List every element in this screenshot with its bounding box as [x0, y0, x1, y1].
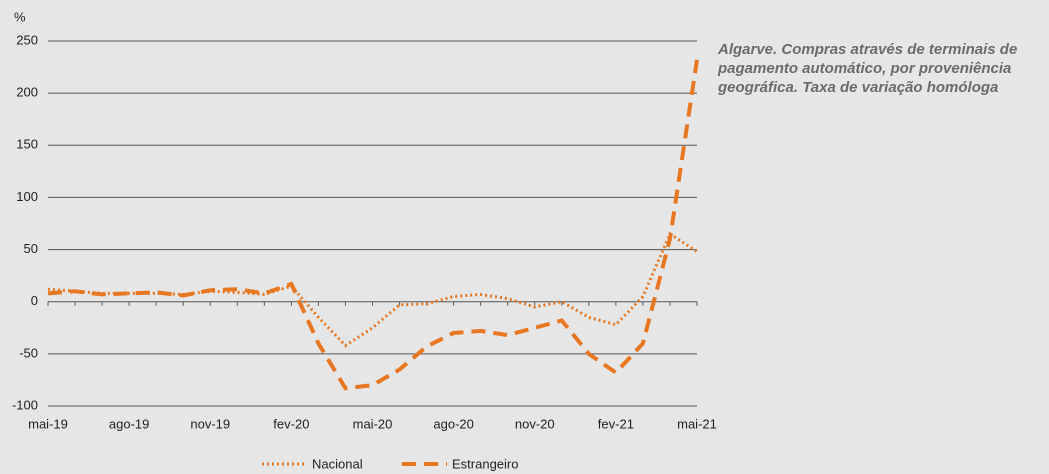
y-tick-label: 100	[16, 189, 38, 204]
legend-label: Estrangeiro	[452, 456, 518, 471]
legend-label: Nacional	[312, 456, 363, 471]
y-tick-label: 250	[16, 32, 38, 47]
y-axis-label: %	[14, 9, 26, 24]
x-tick-label: mai-19	[28, 416, 68, 431]
x-tick-label: fev-21	[598, 416, 634, 431]
y-tick-label: 200	[16, 85, 38, 100]
x-tick-label: ago-19	[109, 416, 149, 431]
y-tick-label: 0	[31, 293, 38, 308]
x-tick-label: nov-19	[190, 416, 230, 431]
y-tick-label: 150	[16, 137, 38, 152]
series-line	[47, 231, 698, 348]
x-tick-label: mai-20	[353, 416, 393, 431]
x-tick-label: mai-21	[677, 416, 717, 431]
x-tick-label: ago-20	[433, 416, 473, 431]
y-tick-label: -100	[12, 397, 38, 412]
chart-title: Algarve. Compras através de terminais de…	[718, 41, 1018, 96]
series-line	[47, 59, 699, 391]
x-tick-label: fev-20	[273, 416, 309, 431]
y-tick-label: -50	[19, 345, 38, 360]
x-tick-label: nov-20	[515, 416, 555, 431]
y-tick-label: 50	[24, 241, 38, 256]
